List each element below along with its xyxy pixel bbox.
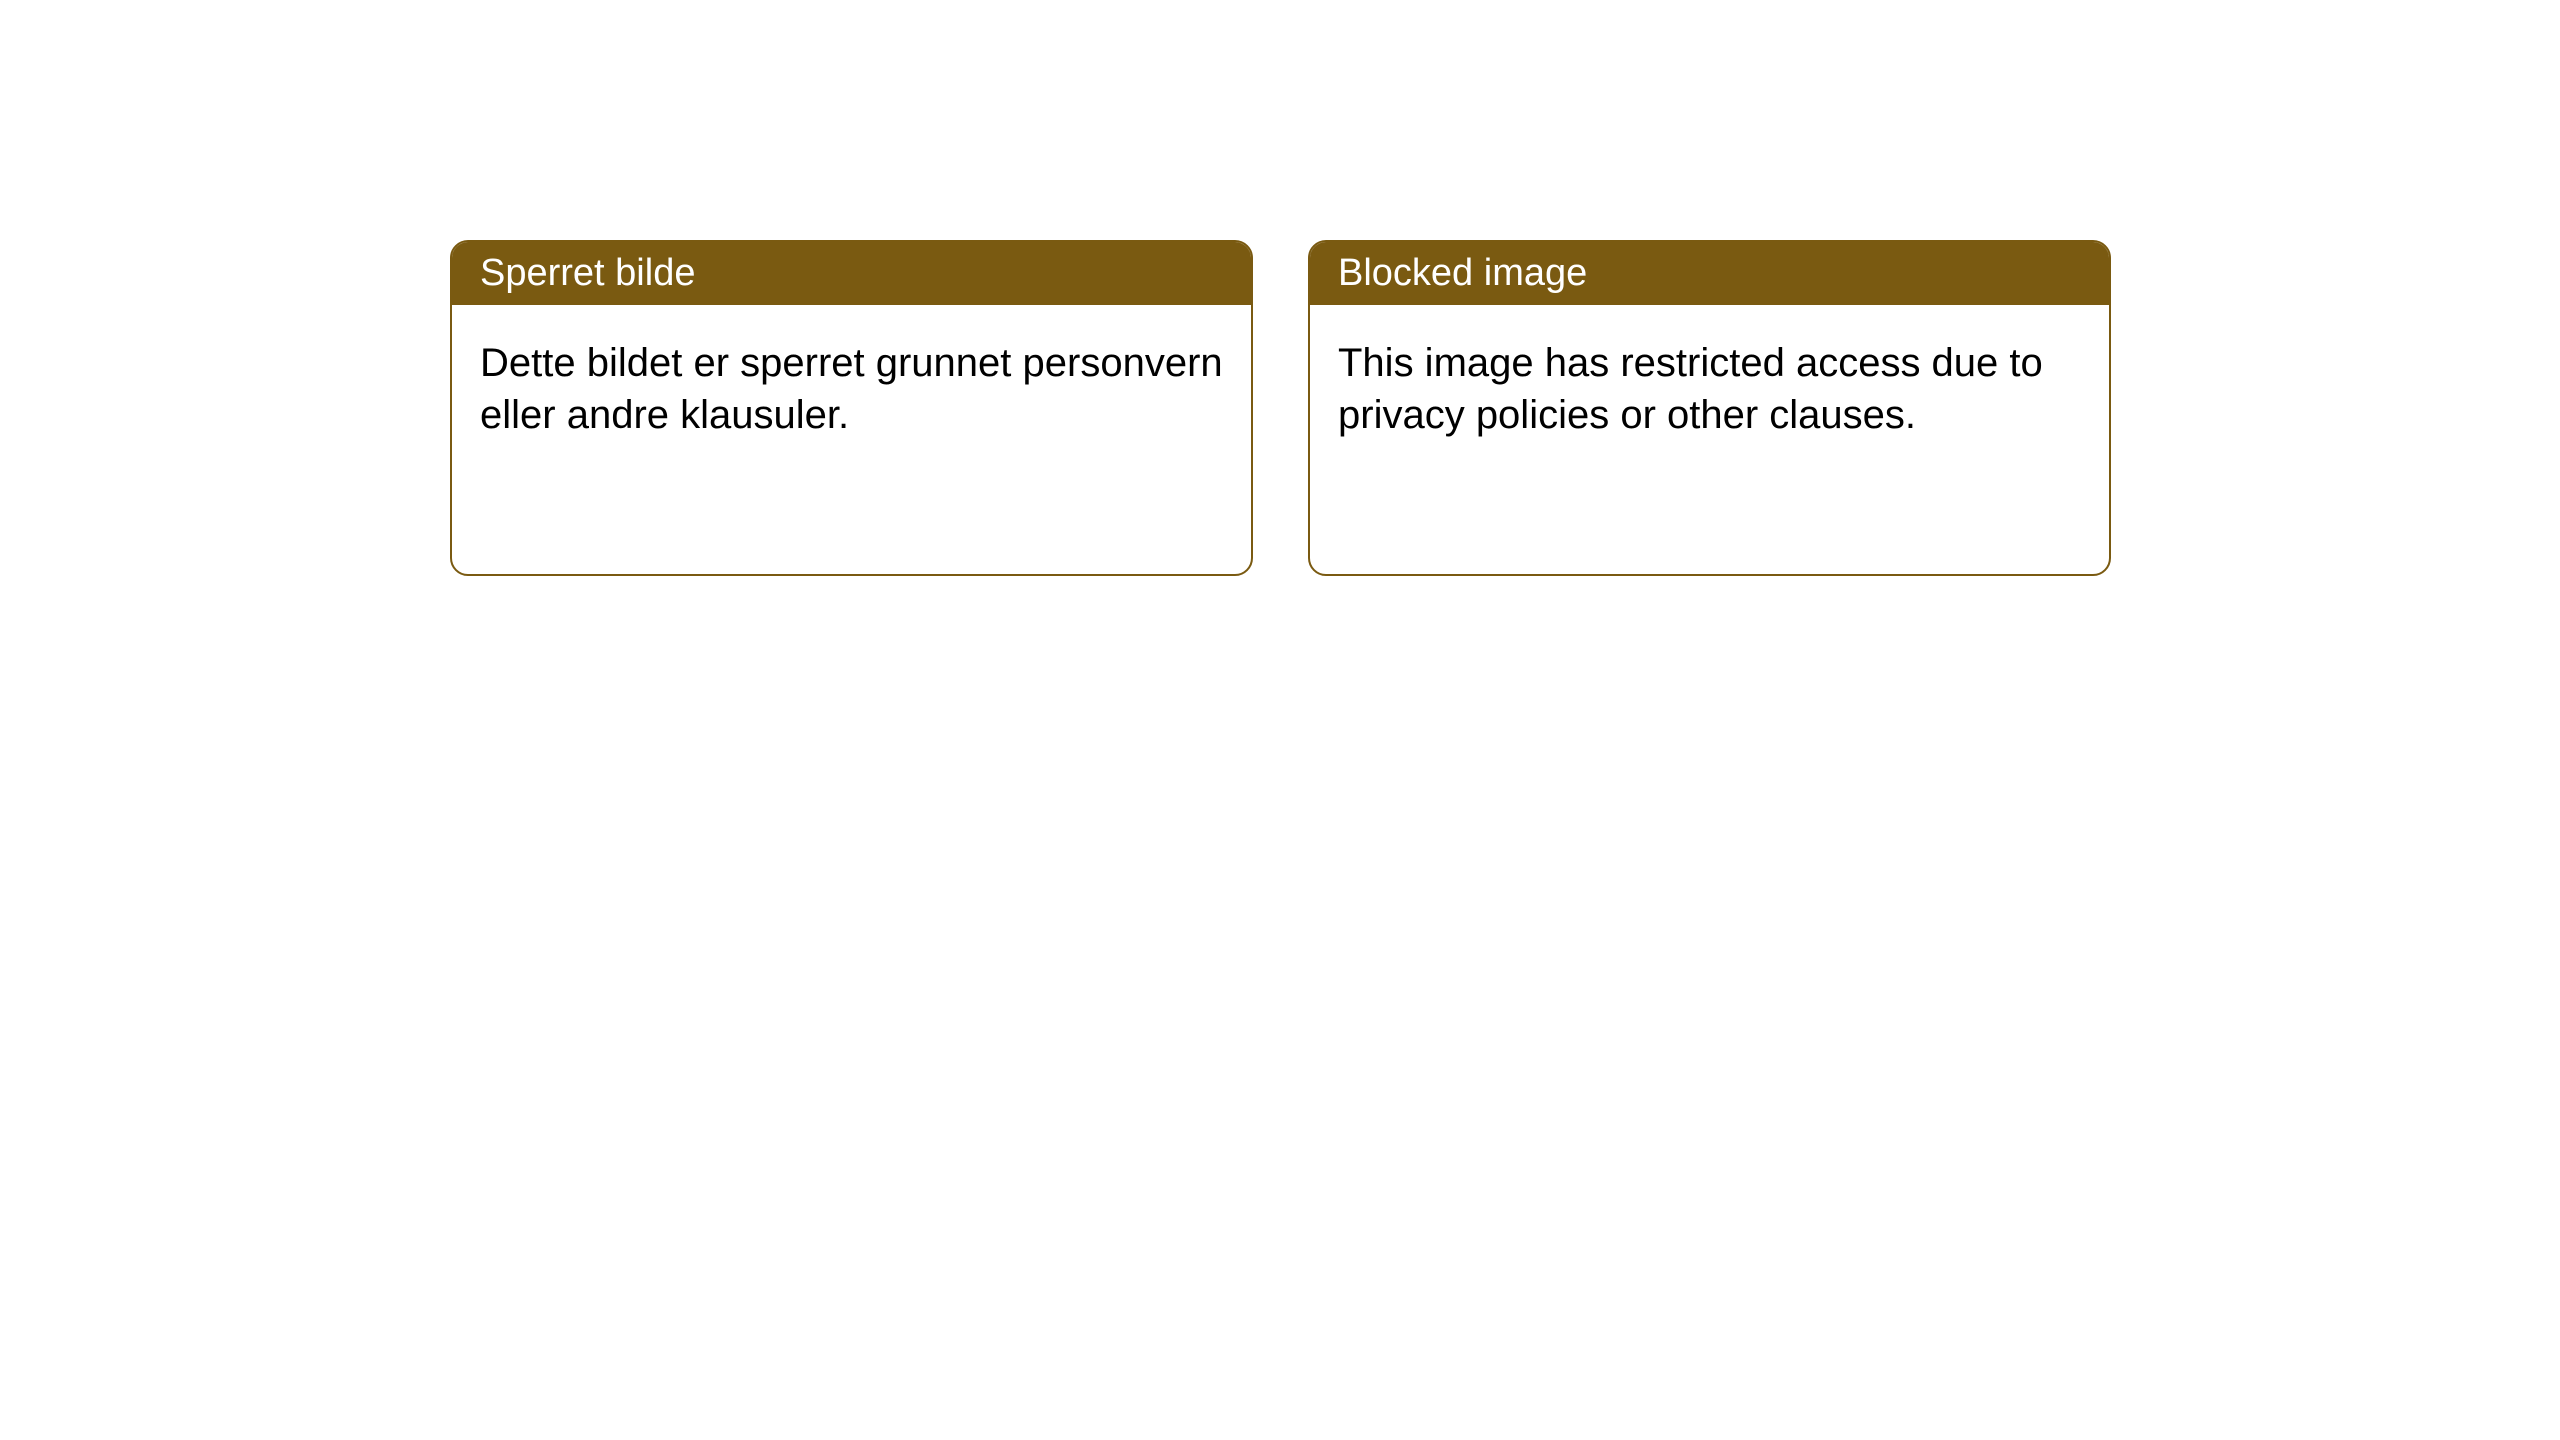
card-header: Blocked image	[1310, 242, 2109, 305]
card-body-text: Dette bildet er sperret grunnet personve…	[480, 341, 1223, 437]
notice-cards-container: Sperret bilde Dette bildet er sperret gr…	[450, 240, 2111, 576]
notice-card-norwegian: Sperret bilde Dette bildet er sperret gr…	[450, 240, 1253, 576]
card-body: Dette bildet er sperret grunnet personve…	[452, 305, 1251, 473]
card-body: This image has restricted access due to …	[1310, 305, 2109, 473]
card-header-text: Blocked image	[1338, 252, 1587, 294]
card-header-text: Sperret bilde	[480, 252, 695, 294]
notice-card-english: Blocked image This image has restricted …	[1308, 240, 2111, 576]
card-header: Sperret bilde	[452, 242, 1251, 305]
card-body-text: This image has restricted access due to …	[1338, 341, 2043, 437]
